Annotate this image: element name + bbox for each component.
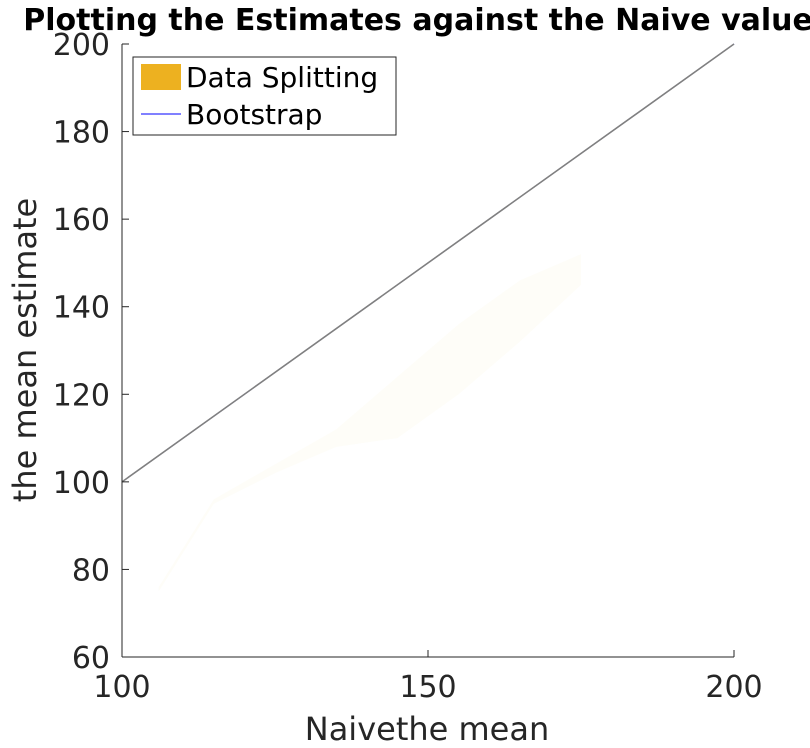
y-tick-label: 160 bbox=[53, 203, 110, 238]
y-tick-label: 120 bbox=[53, 378, 110, 413]
y-tick-label: 100 bbox=[53, 466, 110, 501]
legend-swatch-data-splitting bbox=[141, 64, 181, 90]
y-tick-label: 80 bbox=[72, 553, 110, 588]
x-tick-label: 100 bbox=[93, 670, 150, 705]
x-axis-label: Naivethe mean bbox=[305, 710, 550, 743]
chart-title: Plotting the Estimates against the Naive… bbox=[23, 3, 810, 38]
y-tick-label: 180 bbox=[53, 116, 110, 151]
reference-line bbox=[121, 43, 735, 483]
x-tick-label: 150 bbox=[399, 670, 456, 705]
y-tick-label: 200 bbox=[53, 28, 110, 63]
legend: Data Splitting Bootstrap bbox=[132, 56, 397, 136]
y-tick-label: 60 bbox=[72, 641, 110, 676]
legend-label-bootstrap: Bootstrap bbox=[186, 98, 322, 131]
x-tick-label: 200 bbox=[705, 670, 762, 705]
y-tick-label: 140 bbox=[53, 291, 110, 326]
y-axis-label: the mean estimate bbox=[6, 198, 44, 502]
legend-label-data-splitting: Data Splitting bbox=[186, 61, 378, 94]
